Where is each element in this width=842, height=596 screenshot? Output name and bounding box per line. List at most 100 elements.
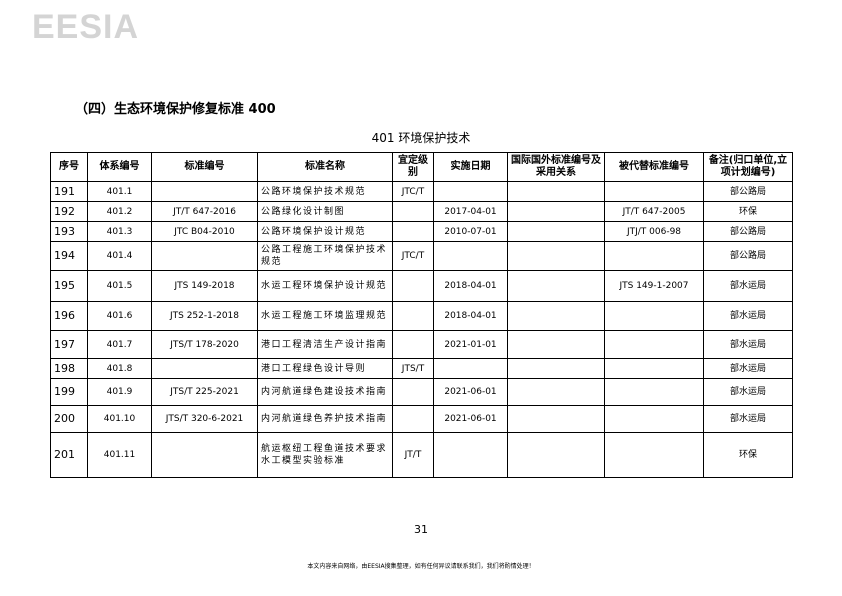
column-header: 备注(归口单位,立项计划编号) bbox=[703, 152, 793, 182]
table-cell: 部公路局 bbox=[703, 221, 793, 242]
table-cell bbox=[507, 405, 605, 433]
table-cell: JTS 149-2018 bbox=[151, 270, 258, 302]
table-cell: 401.5 bbox=[87, 270, 152, 302]
table-cell bbox=[604, 241, 704, 271]
table-cell bbox=[392, 330, 434, 359]
table-cell: 部水运局 bbox=[703, 270, 793, 302]
table-cell bbox=[392, 221, 434, 242]
table-cell: 港口工程清洁生产设计指南 bbox=[257, 330, 393, 359]
table-cell bbox=[151, 241, 258, 271]
table-cell: 200 bbox=[50, 405, 88, 433]
table-cell: JTS 252-1-2018 bbox=[151, 301, 258, 331]
table-cell bbox=[507, 270, 605, 302]
table-cell: 2017-04-01 bbox=[433, 201, 508, 222]
table-row: 194 401.4 公路工程施工环境保护技术规范 JTC/T 部公路局 bbox=[50, 241, 793, 271]
table-cell bbox=[507, 221, 605, 242]
table-cell bbox=[507, 432, 605, 478]
table-cell bbox=[507, 301, 605, 331]
table-cell: 191 bbox=[50, 181, 88, 202]
table-row: 197 401.7 JTS/T 178-2020 港口工程清洁生产设计指南 2021-0… bbox=[50, 330, 793, 359]
table-cell bbox=[433, 432, 508, 478]
table-cell bbox=[507, 181, 605, 202]
table-cell bbox=[392, 301, 434, 331]
table-cell: JTC/T bbox=[392, 181, 434, 202]
table-cell: 193 bbox=[50, 221, 88, 242]
table-cell: 401.4 bbox=[87, 241, 152, 271]
page-number: 31 bbox=[414, 523, 428, 536]
column-header: 实施日期 bbox=[433, 152, 508, 182]
table-cell: 公路环境保护设计规范 bbox=[257, 221, 393, 242]
table-cell: 公路环境保护技术规范 bbox=[257, 181, 393, 202]
table-cell: JTS/T 320-6-2021 bbox=[151, 405, 258, 433]
table-row: 200 401.10 JTS/T 320-6-2021 内河航道绿色养护技术指南 202… bbox=[50, 405, 793, 433]
table-cell: JTS/T 225-2021 bbox=[151, 378, 258, 406]
table-row: 192 401.2 JT/T 647-2016 公路绿化设计制图 2017-04-01 J… bbox=[50, 201, 793, 222]
column-header: 国际国外标准编号及采用关系 bbox=[507, 152, 605, 182]
table-cell: 2021-06-01 bbox=[433, 405, 508, 433]
table-cell: 401.10 bbox=[87, 405, 152, 433]
table-cell: JTS/T 178-2020 bbox=[151, 330, 258, 359]
table-row: 201 401.11 航运枢纽工程鱼道技术要求 水工模型实验标准 JT/T 环保 bbox=[50, 432, 793, 478]
table-cell: 401.11 bbox=[87, 432, 152, 478]
table-cell: 港口工程绿色设计导则 bbox=[257, 358, 393, 379]
table-cell: 201 bbox=[50, 432, 88, 478]
table-cell: 401.9 bbox=[87, 378, 152, 406]
table-cell: JT/T bbox=[392, 432, 434, 478]
table-cell: 部水运局 bbox=[703, 301, 793, 331]
table-cell: 部水运局 bbox=[703, 378, 793, 406]
table-cell: 401.8 bbox=[87, 358, 152, 379]
table-cell: 部水运局 bbox=[703, 330, 793, 359]
table-cell: 部公路局 bbox=[703, 241, 793, 271]
table-cell: 194 bbox=[50, 241, 88, 271]
table-cell: 航运枢纽工程鱼道技术要求 水工模型实验标准 bbox=[257, 432, 393, 478]
footer-disclaimer: 本文内容来自网络，由EESIA搜集整理，如有任何异议请联系我们，我们将酌情处理！ bbox=[307, 563, 535, 570]
table-cell bbox=[507, 241, 605, 271]
table-cell: 2021-06-01 bbox=[433, 378, 508, 406]
table-cell: JTS 149-1-2007 bbox=[604, 270, 704, 302]
table-cell: 195 bbox=[50, 270, 88, 302]
table-cell: 公路工程施工环境保护技术规范 bbox=[257, 241, 393, 271]
table-cell bbox=[507, 201, 605, 222]
table-cell: 197 bbox=[50, 330, 88, 359]
table-cell: 环保 bbox=[703, 432, 793, 478]
eesia-logo: EESIA bbox=[32, 8, 140, 46]
table-cell: 公路绿化设计制图 bbox=[257, 201, 393, 222]
table-cell: 2010-07-01 bbox=[433, 221, 508, 242]
table-cell: JTC B04-2010 bbox=[151, 221, 258, 242]
table-cell: 内河航道绿色养护技术指南 bbox=[257, 405, 393, 433]
table-cell: 199 bbox=[50, 378, 88, 406]
table-row: 191 401.1 公路环境保护技术规范 JTC/T 部公路局 bbox=[50, 181, 793, 202]
table-cell: 水运工程施工环境监理规范 bbox=[257, 301, 393, 331]
column-header: 宜定级别 bbox=[392, 152, 434, 182]
section-title: （四）生态环境保护修复标准 400 bbox=[75, 102, 276, 117]
standards-table: 序号 体系编号 标准编号 标准名称 宜定级别 实施日期 国际国外标准编号及采用关系 被代替标准… bbox=[50, 152, 793, 478]
table-cell: JTC/T bbox=[392, 241, 434, 271]
table-cell bbox=[392, 201, 434, 222]
table-cell bbox=[507, 330, 605, 359]
table-cell bbox=[392, 405, 434, 433]
table-cell: 2021-01-01 bbox=[433, 330, 508, 359]
table-cell bbox=[433, 181, 508, 202]
table-cell: 水运工程环境保护设计规范 bbox=[257, 270, 393, 302]
table-cell bbox=[604, 330, 704, 359]
column-header: 被代替标准编号 bbox=[604, 152, 704, 182]
table-subtitle: 401 环境保护技术 bbox=[371, 131, 471, 145]
table-cell: 401.2 bbox=[87, 201, 152, 222]
table-header-row: 序号 体系编号 标准编号 标准名称 宜定级别 实施日期 国际国外标准编号及采用关系 被代替标准… bbox=[50, 152, 793, 182]
column-header: 体系编号 bbox=[87, 152, 152, 182]
table-cell: 部水运局 bbox=[703, 358, 793, 379]
table-cell: 198 bbox=[50, 358, 88, 379]
table-cell bbox=[604, 358, 704, 379]
table-cell: JT/T 647-2016 bbox=[151, 201, 258, 222]
table-cell: 196 bbox=[50, 301, 88, 331]
table-cell bbox=[151, 432, 258, 478]
column-header: 标准编号 bbox=[151, 152, 258, 182]
column-header: 标准名称 bbox=[257, 152, 393, 182]
table-cell bbox=[433, 358, 508, 379]
table-cell bbox=[604, 378, 704, 406]
table-cell bbox=[433, 241, 508, 271]
table-cell bbox=[604, 181, 704, 202]
table-cell bbox=[507, 378, 605, 406]
table-cell: 部水运局 bbox=[703, 405, 793, 433]
table-cell: 2018-04-01 bbox=[433, 301, 508, 331]
